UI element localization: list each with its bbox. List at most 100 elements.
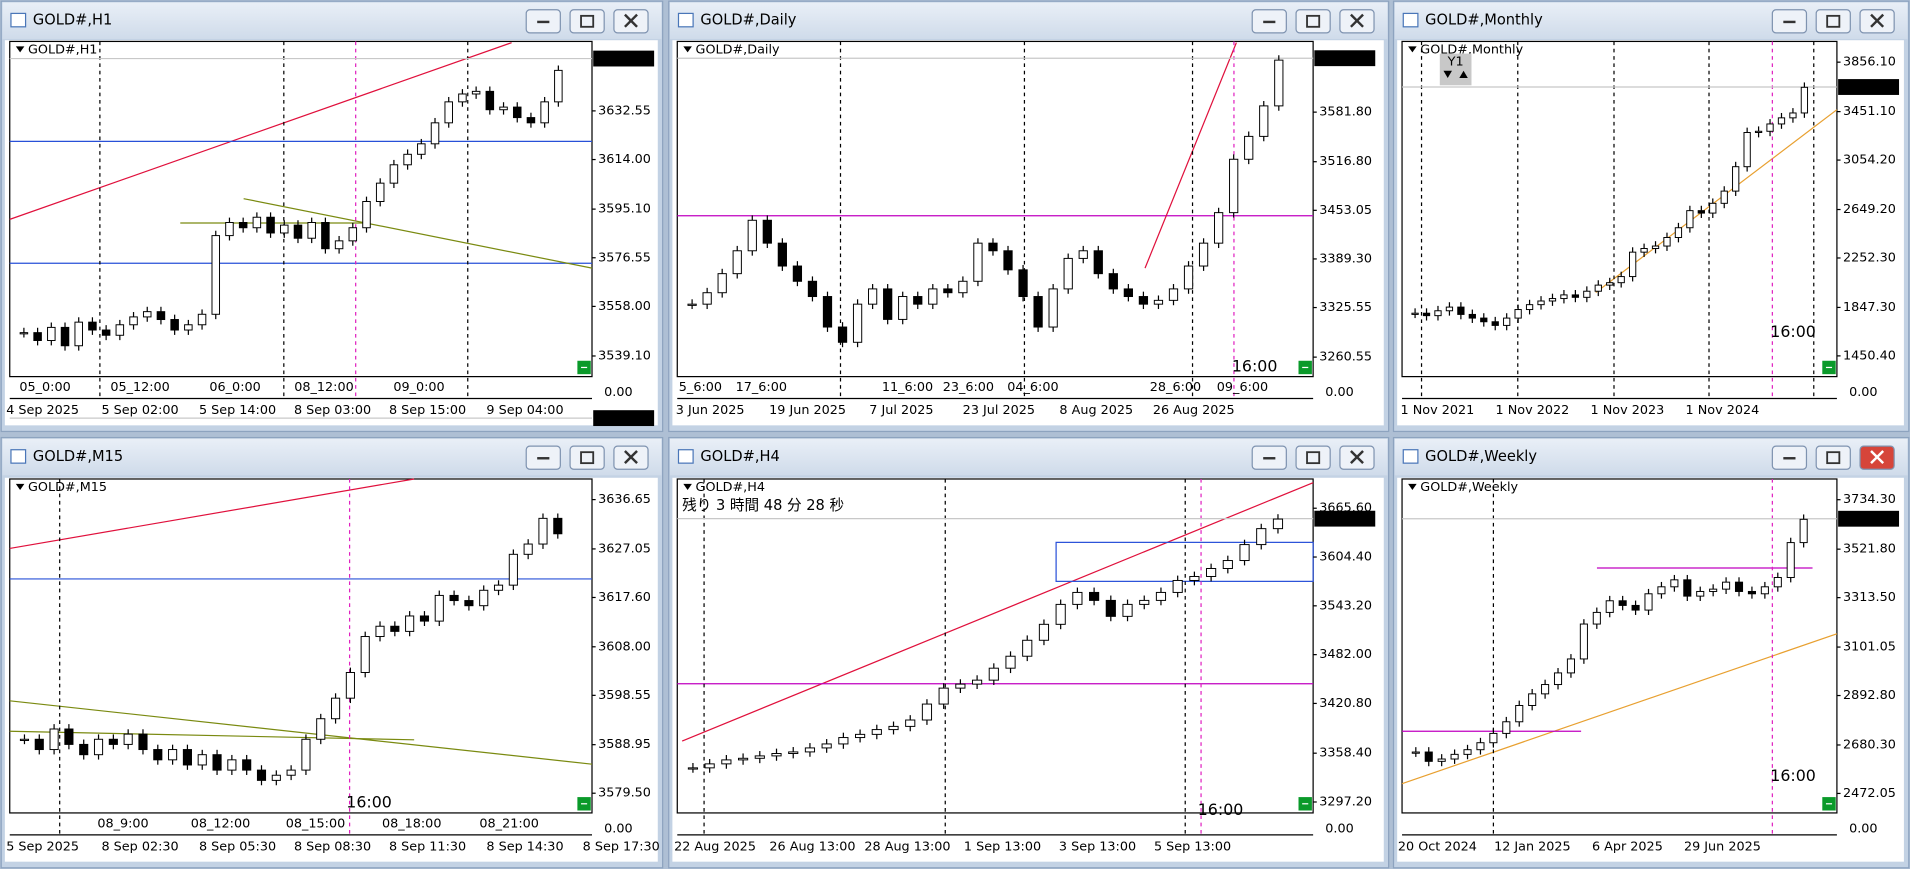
candle-body: [389, 164, 399, 184]
candle: [464, 595, 474, 611]
candle: [1670, 574, 1679, 592]
icon: [624, 450, 638, 465]
candle-body: [1489, 732, 1498, 744]
candle: [905, 715, 916, 732]
candle-body: [1048, 288, 1058, 328]
candle-body: [182, 749, 192, 766]
candle: [1651, 241, 1660, 254]
candle: [293, 220, 303, 244]
candle: [1018, 264, 1028, 302]
candle: [792, 261, 803, 287]
candle-body: [79, 743, 89, 756]
price-tick-label: 3595.10: [598, 202, 651, 217]
maximize-button[interactable]: [1295, 9, 1331, 34]
price-tick-label: 3521.80: [1843, 542, 1896, 557]
price-label-bg: [1314, 510, 1376, 527]
candle: [1491, 316, 1499, 331]
candle-body: [852, 303, 863, 343]
candle-body: [1038, 623, 1050, 641]
candle: [184, 319, 193, 335]
price-tick-label: 2472.05: [1843, 786, 1896, 801]
candle-body: [1468, 313, 1476, 319]
candle-body: [1122, 603, 1133, 617]
candle-body: [721, 759, 732, 765]
price-label-bg: [1838, 510, 1900, 527]
candle-body: [449, 594, 459, 602]
candle-body: [485, 90, 495, 111]
candle-body: [34, 738, 44, 751]
candle-body: [434, 594, 444, 622]
candle: [868, 284, 878, 310]
maximize-button[interactable]: [1815, 9, 1851, 34]
candle-body: [93, 738, 104, 756]
candle: [687, 762, 699, 773]
candle: [60, 322, 70, 351]
candle-body: [888, 725, 899, 731]
price-tick-label: 3604.40: [1319, 550, 1372, 565]
maximize-button[interactable]: [569, 445, 605, 470]
candle-body: [19, 332, 29, 335]
candle-body: [1093, 250, 1103, 275]
time-label: 8 Sep 05:30: [199, 840, 276, 855]
chart-window: GOLD#,Weekly 3734.30 3521.80 3313.50 3101.05…: [1392, 436, 1910, 869]
candle: [197, 309, 207, 330]
candle-body: [1491, 321, 1499, 326]
candle-body: [1618, 600, 1627, 606]
time-label: 5 Sep 02:00: [101, 403, 178, 418]
time-label: 5 Sep 13:00: [1154, 840, 1231, 855]
candle-body: [821, 743, 832, 749]
candle-body: [1592, 611, 1601, 625]
candle-body: [1800, 86, 1809, 114]
time-label: 5 Sep 14:00: [199, 403, 276, 418]
trend-line: [1144, 42, 1237, 269]
candle-body: [197, 754, 207, 766]
candle-body: [417, 143, 426, 155]
candle-body: [138, 733, 148, 751]
symbol-arrow: [1408, 46, 1417, 53]
candle-body: [1670, 579, 1679, 588]
candle-body: [1553, 672, 1563, 686]
candle: [554, 65, 563, 107]
candle: [1720, 186, 1728, 209]
icon: [1306, 14, 1321, 28]
candle-body: [540, 101, 549, 124]
candle: [417, 138, 426, 160]
inner-time-label: 28_6:00: [1150, 380, 1201, 395]
candle-body: [360, 636, 370, 673]
price-tick-label: 3558.00: [598, 299, 651, 314]
candle: [988, 238, 998, 256]
price-tick-label: 3617.60: [598, 590, 651, 605]
candle: [19, 327, 29, 338]
price-tick-label: 3358.40: [1319, 746, 1372, 761]
candle-body: [1541, 684, 1550, 695]
candle-body: [88, 321, 97, 331]
candle-body: [1766, 123, 1774, 132]
candle: [1055, 599, 1066, 630]
maximize-button[interactable]: [569, 9, 605, 34]
candle: [1663, 232, 1671, 251]
candle: [822, 291, 833, 332]
price-tick-label: 3453.05: [1319, 203, 1372, 218]
maximize-button[interactable]: [1815, 445, 1851, 470]
candle-body: [1663, 237, 1671, 247]
candle: [47, 322, 56, 346]
candle-body: [1583, 290, 1591, 298]
price-tick-label: 3054.20: [1843, 153, 1896, 168]
candle-body: [913, 296, 923, 305]
candle: [508, 549, 518, 591]
time-label: 8 Sep 08:30: [294, 840, 371, 855]
candle: [1566, 654, 1575, 678]
time-label: 8 Sep 15:00: [389, 403, 466, 418]
candle: [362, 196, 371, 233]
window-title: GOLD#,H4: [700, 448, 779, 465]
current-price: 3652.51: [1318, 511, 1371, 526]
time-label: 26 Aug 2025: [1153, 403, 1235, 418]
candle: [1093, 245, 1103, 279]
maximize-button[interactable]: [1295, 445, 1331, 470]
candle-body: [1697, 210, 1705, 214]
candle: [449, 590, 459, 606]
candle-body: [973, 242, 983, 282]
candle-body: [1153, 299, 1164, 305]
sub-axis-label: 0.00: [1325, 821, 1353, 836]
candle-body: [1434, 310, 1442, 317]
